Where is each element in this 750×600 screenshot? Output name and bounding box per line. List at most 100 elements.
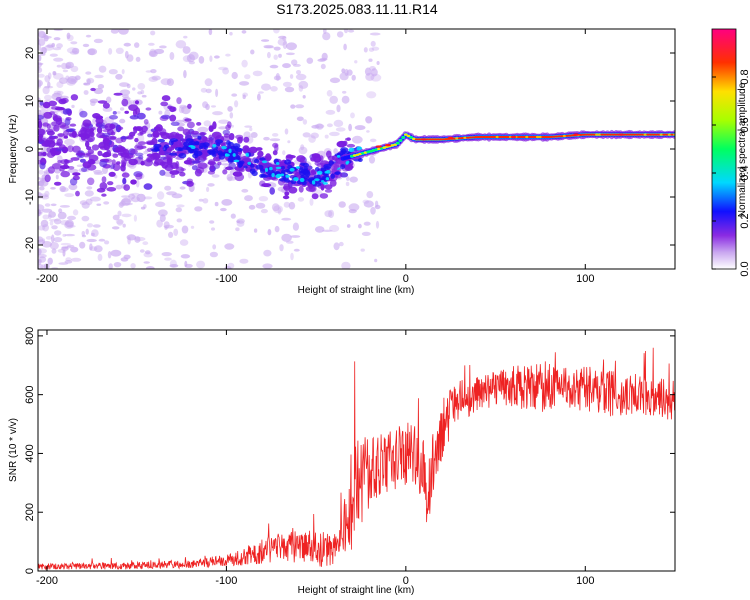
spectrogram-blob xyxy=(498,135,502,139)
spectrogram-x-tick-label: -200 xyxy=(36,273,58,285)
spectrogram-blob xyxy=(51,234,55,243)
spectrogram-y-axis-label: Frequency (Hz) xyxy=(8,115,19,184)
spectrogram-blob xyxy=(259,157,266,161)
spectrogram-blob xyxy=(160,101,169,107)
spectrogram-blob xyxy=(85,228,89,235)
spectrogram-blob xyxy=(217,161,222,166)
spectrogram-blob xyxy=(375,220,380,229)
spectrogram-blob xyxy=(417,138,422,141)
spectrogram-blob xyxy=(183,70,187,79)
spectrogram-blob xyxy=(300,174,310,179)
spectrogram-blob xyxy=(40,219,49,228)
spectrogram-blob xyxy=(232,171,243,177)
spectrogram-blob xyxy=(70,94,79,101)
spectrogram-blob xyxy=(175,161,180,169)
spectrogram-blob xyxy=(182,46,191,54)
spectrogram-blob xyxy=(519,135,524,139)
spectrogram-blob xyxy=(267,51,271,59)
spectrogram-blob xyxy=(38,263,44,269)
spectrogram-blob xyxy=(145,107,152,111)
colorbar-label: Normalized spectral amplitude xyxy=(737,82,748,217)
spectrogram-blob xyxy=(264,167,269,172)
spectrogram-blob xyxy=(49,242,59,250)
spectrogram-blob xyxy=(290,252,294,261)
spectrogram-blob xyxy=(308,135,316,143)
spectrogram-blob xyxy=(299,177,305,183)
spectrogram-blob xyxy=(55,174,59,180)
spectrogram-blob xyxy=(310,132,319,139)
spectrogram-blob xyxy=(126,135,134,140)
spectrogram-blob xyxy=(341,95,350,104)
spectrogram-blob xyxy=(273,54,278,60)
spectrogram-blob xyxy=(178,153,187,159)
spectrogram-blob xyxy=(289,74,294,79)
spectrogram-blob xyxy=(274,144,279,153)
spectrogram-blob xyxy=(269,64,279,69)
spectrogram-blob xyxy=(63,135,68,139)
spectrogram-blob xyxy=(325,109,336,115)
spectrogram-blob xyxy=(38,38,46,46)
spectrogram-blob xyxy=(98,238,106,242)
spectrogram-blob xyxy=(179,239,189,246)
spectrogram-blob xyxy=(198,198,204,202)
spectrogram-blob xyxy=(41,208,53,213)
spectrogram-blob xyxy=(595,133,599,136)
spectrogram-blob xyxy=(128,104,139,111)
spectrogram-blob xyxy=(243,131,251,139)
spectrogram-blob xyxy=(284,159,292,165)
spectrogram-blob xyxy=(124,110,129,114)
spectrogram-blob xyxy=(187,148,194,154)
spectrogram-blob xyxy=(169,152,178,156)
spectrogram-blob xyxy=(487,135,492,139)
spectrogram-blob xyxy=(265,153,272,162)
spectrogram-blob xyxy=(269,187,276,195)
spectrogram-blob xyxy=(38,211,42,215)
spectrogram-blob xyxy=(54,181,62,186)
spectrogram-blob xyxy=(212,144,217,148)
spectrogram-blob xyxy=(257,93,261,101)
spectrogram-blob xyxy=(85,71,92,75)
colorbar-tick-label: 0.0 xyxy=(739,261,750,276)
spectrogram-blob xyxy=(275,166,282,170)
spectrogram-blob xyxy=(248,146,258,154)
spectrogram-blob xyxy=(349,176,358,183)
spectrogram-blob xyxy=(64,138,75,146)
spectrogram-blob xyxy=(336,31,344,38)
spectrogram-blob xyxy=(350,155,354,158)
spectrogram-blob xyxy=(282,63,291,69)
spectrogram-blob xyxy=(393,143,397,146)
spectrogram-blob xyxy=(41,177,45,181)
spectrogram-blob xyxy=(44,174,51,183)
spectrogram-blob xyxy=(99,182,108,190)
spectrogram-blob xyxy=(61,62,68,70)
spectrogram-blob xyxy=(471,136,475,139)
spectrogram-blob xyxy=(143,204,147,209)
spectrogram-blob xyxy=(182,145,190,150)
spectrogram-blob xyxy=(384,144,391,147)
spectrogram-blob xyxy=(53,90,62,95)
spectrogram-blob xyxy=(296,70,301,75)
spectrogram-x-ticks: -200 -100 0 100 xyxy=(36,29,594,285)
spectrogram-blob xyxy=(371,149,376,152)
spectrogram-blob xyxy=(170,121,180,127)
spectrogram-blob xyxy=(132,126,142,131)
spectrogram-blob xyxy=(205,88,212,94)
spectrogram-blob xyxy=(75,152,86,156)
spectrogram-blob xyxy=(370,68,378,77)
spectrogram-blob xyxy=(91,144,100,151)
spectrogram-blob xyxy=(144,250,151,255)
snr-x-tick-label: 100 xyxy=(576,575,594,587)
spectrogram-blob xyxy=(126,99,135,105)
spectrogram-blob xyxy=(112,111,117,115)
spectrogram-blob xyxy=(124,50,129,59)
spectrogram-blob xyxy=(228,148,232,154)
spectrogram-blob xyxy=(474,136,478,139)
spectrogram-blob xyxy=(87,177,95,186)
spectrogram-blob xyxy=(431,138,435,141)
spectrogram-blob xyxy=(218,119,230,124)
spectrogram-y-tick-label: 10 xyxy=(24,95,36,107)
spectrogram-blob xyxy=(290,235,301,238)
spectrogram-blob xyxy=(255,202,266,209)
spectrogram-blob xyxy=(183,160,193,165)
spectrogram-blob xyxy=(215,139,223,144)
